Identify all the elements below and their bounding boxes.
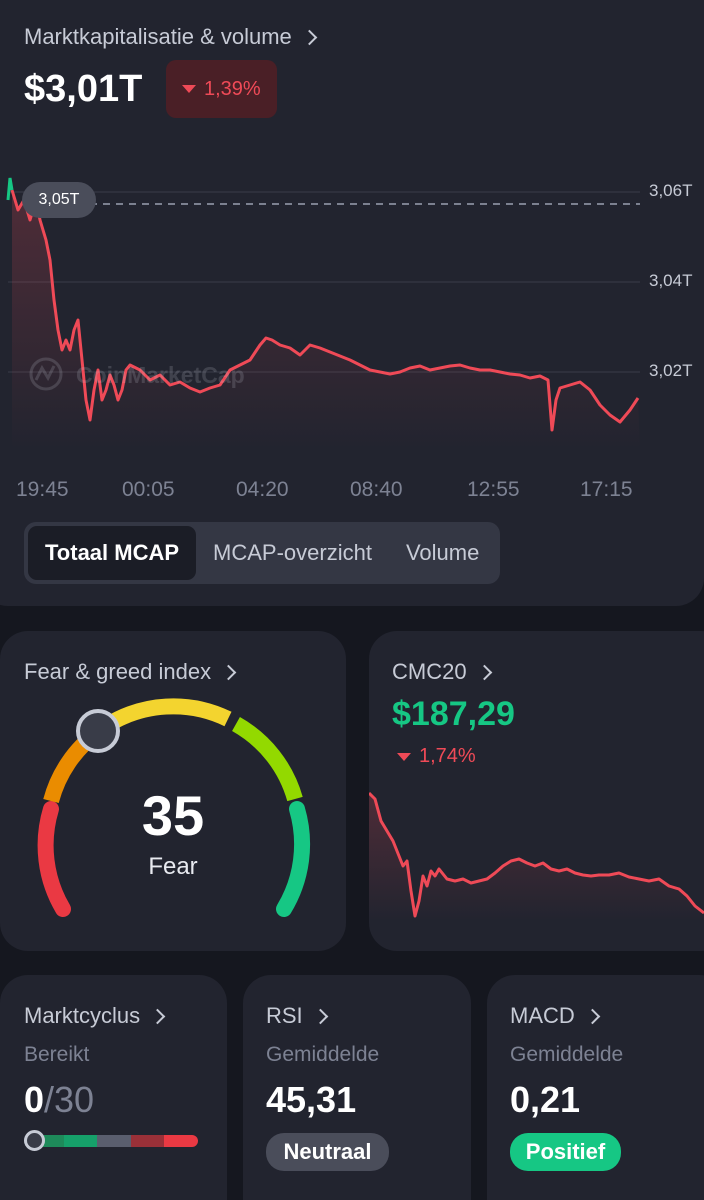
tab-mcap-overview[interactable]: MCAP-overzicht [213,540,372,565]
fear-greed-gauge [37,698,311,917]
market-cycle-total: /30 [44,1079,95,1120]
progress-segment [97,1135,131,1147]
macd-value: 0,21 [510,1079,581,1120]
progress-segment [130,1135,165,1147]
macd-sub-label: Gemiddelde [510,1043,624,1066]
rsi-sub-label: Gemiddelde [266,1043,380,1066]
chevron-right-icon [312,1008,328,1024]
x-axis-label: 04:20 [236,478,289,501]
y-axis-label: 3,06T [649,181,693,200]
cmc20-change: 1,74% [397,745,476,768]
chevron-right-icon [301,29,318,45]
x-axis-label: 08:40 [350,478,403,501]
market-cap-change-value: 1,39% [204,77,261,100]
rsi-title-text: RSI [266,1003,303,1028]
chevron-right-icon [220,664,237,680]
macd-card[interactable]: MACD Gemiddelde 0,21 Positief [487,975,704,1200]
y-axis-label: 3,04T [649,271,693,290]
gauge-segment-greed [231,717,303,802]
current-value-tag: 3,05T [22,182,96,218]
rsi-card[interactable]: RSI Gemiddelde 45,31 Neutraal [243,975,471,1200]
fear-greed-title[interactable]: Fear & greed index [24,659,237,685]
gauge-segment-extreme-greed [276,801,311,917]
macd-status-badge: Positief [510,1133,621,1171]
market-cycle-value-row: 0/30 [24,1079,94,1121]
market-cycle-progress-bar [30,1135,198,1147]
market-cap-chart[interactable] [0,160,704,450]
arrow-down-icon [182,85,196,93]
macd-title-text: MACD [510,1003,575,1028]
tab-volume[interactable]: Volume [405,540,480,565]
tab-total-mcap[interactable]: Totaal MCAP [28,526,197,580]
chevron-right-icon [149,1008,166,1024]
fear-greed-card[interactable]: Fear & greed index 35 Fear [0,631,346,951]
x-axis-label: 00:05 [122,478,175,501]
cmc20-value: $187,29 [392,695,515,733]
progress-segment [164,1135,198,1147]
cmc20-title-text: CMC20 [392,659,467,684]
market-cycle-value: 0 [24,1079,45,1120]
gauge-segment-extreme-fear [37,801,71,917]
arrow-down-icon [397,752,411,761]
current-value-tag-text: 3,05T [38,191,80,208]
market-cap-change-badge: 1,39% [166,60,277,118]
gauge-segment-neutral [101,698,232,733]
y-axis-label: 3,02T [649,361,693,380]
fear-greed-value: 35 [141,784,205,847]
rsi-status-badge: Neutraal [266,1133,389,1171]
cmc20-sparkline [369,791,704,921]
coinmarketcap-watermark-text: CoinMarketCap [76,362,245,388]
market-cap-value: $3,01T [24,68,143,110]
progress-segment [63,1135,98,1147]
market-cap-title-text: Marktkapitalisatie & volume [24,24,292,49]
cmc20-change-value: 1,74% [419,745,476,767]
cmc20-line [369,791,704,918]
cmc20-area [369,793,704,921]
market-cap-card: Marktkapitalisatie & volume $3,01T 1,39% [0,0,704,606]
chevron-right-icon [476,664,492,680]
cmc20-title[interactable]: CMC20 [392,659,492,685]
macd-title[interactable]: MACD [510,1003,601,1029]
x-axis-label: 19:45 [16,478,69,501]
market-cycle-sub-label: Bereikt [24,1043,90,1066]
cmc20-card[interactable]: CMC20 $187,29 1,74% [369,631,704,951]
market-cap-area [12,190,640,450]
market-cycle-card[interactable]: Marktcyclus Bereikt 0/30 [0,975,227,1200]
fear-greed-label: Fear [148,853,198,880]
rsi-title[interactable]: RSI [266,1003,328,1029]
gauge-indicator-knob [76,709,120,753]
market-cycle-title-text: Marktcyclus [24,1003,141,1028]
coinmarketcap-logo-watermark [29,357,63,391]
x-axis-label: 12:55 [467,478,520,501]
chart-tabs: Totaal MCAP MCAP-overzicht Volume [24,522,501,584]
market-cap-line [10,189,640,432]
x-axis-label: 17:15 [580,478,633,501]
market-cycle-progress-knob [24,1130,45,1151]
market-cap-line-up-segment [6,177,14,201]
rsi-value: 45,31 [266,1079,357,1120]
fear-greed-title-text: Fear & greed index [24,659,212,684]
chevron-right-icon [584,1008,601,1024]
market-cycle-title[interactable]: Marktcyclus [24,1003,166,1029]
market-cap-title[interactable]: Marktkapitalisatie & volume [24,24,318,50]
